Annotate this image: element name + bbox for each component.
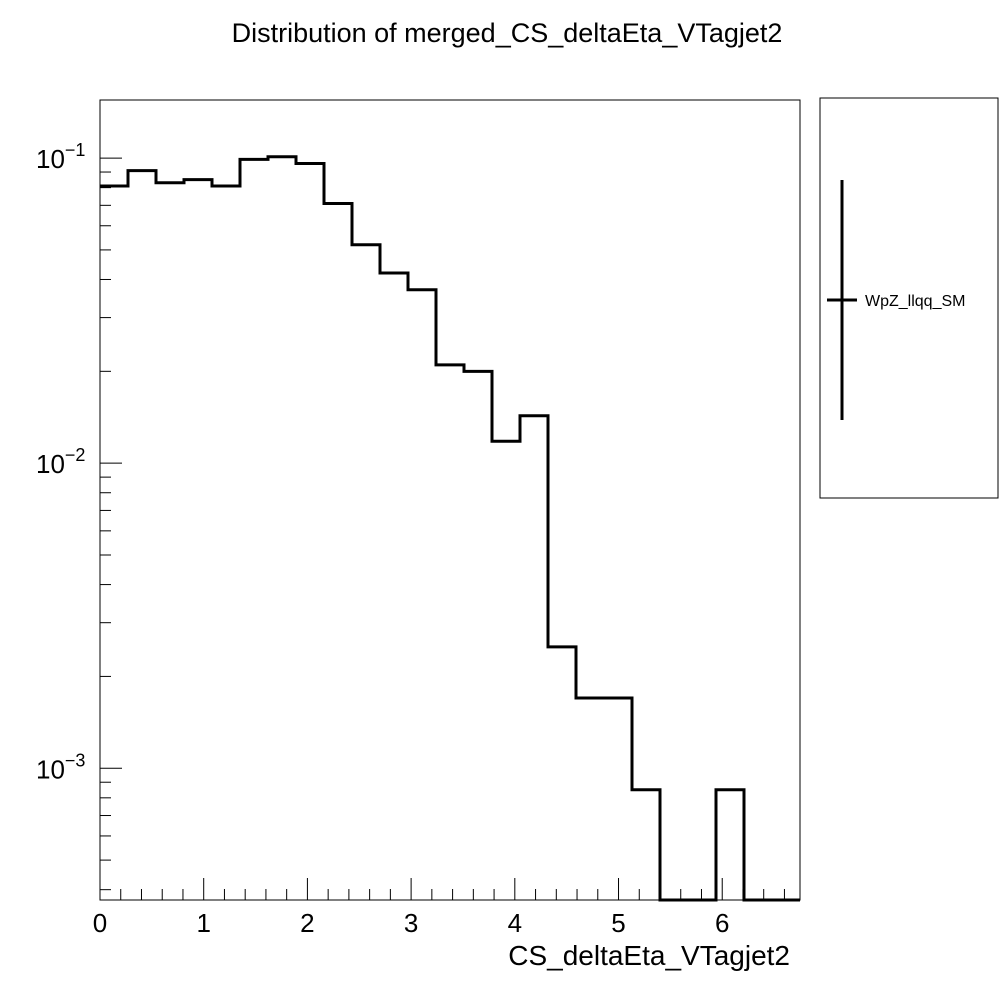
- x-tick-label: 6: [715, 908, 729, 938]
- y-tick-label: 10−2: [36, 445, 85, 479]
- x-tick-label: 0: [93, 908, 107, 938]
- histogram-line: [100, 155, 800, 902]
- y-tick-label: 10−3: [36, 750, 85, 784]
- x-tick-label: 3: [404, 908, 418, 938]
- x-tick-label: 5: [611, 908, 625, 938]
- x-tick-label: 1: [196, 908, 210, 938]
- legend-label: WpZ_llqq_SM: [865, 293, 965, 310]
- x-tick-label: 2: [300, 908, 314, 938]
- x-axis: 0 1 2 3 4 5 6: [93, 878, 785, 938]
- x-tick-label: 4: [508, 908, 522, 938]
- legend-frame: [819, 97, 999, 499]
- x-axis-title: CS_deltaEta_VTagjet2: [508, 940, 790, 971]
- y-tick-label: 10−1: [36, 140, 85, 174]
- plot-area: 0 1 2 3 4 5 6 10−1 10−2 10−3: [36, 99, 801, 938]
- legend: WpZ_llqq_SM: [819, 97, 999, 499]
- y-axis: 10−1 10−2 10−3: [36, 140, 122, 891]
- plot-frame: [99, 99, 801, 901]
- chart-title: Distribution of merged_CS_deltaEta_VTagj…: [232, 18, 783, 48]
